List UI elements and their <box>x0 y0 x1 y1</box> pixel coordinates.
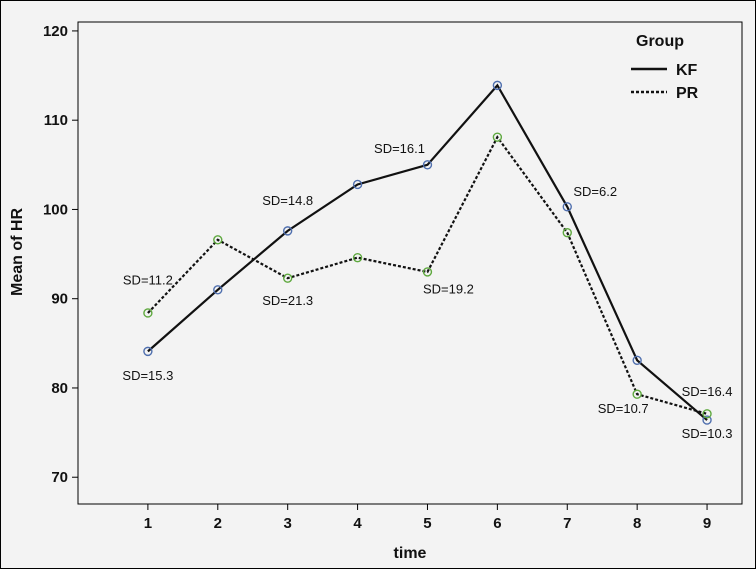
data-point-pr <box>632 389 642 399</box>
y-axis-title: Mean of HR <box>9 208 26 296</box>
sd-annotation: SD=10.3 <box>682 426 733 441</box>
x-tick-label: 9 <box>703 515 711 532</box>
data-point-kf <box>213 285 223 295</box>
data-point-pr <box>352 252 363 263</box>
data-point-kf <box>282 226 293 236</box>
x-tick-label: 8 <box>633 515 641 532</box>
data-point-kf <box>702 415 712 425</box>
x-tick-label: 6 <box>493 515 501 532</box>
y-tick-label: 100 <box>43 201 68 218</box>
legend-label-kf: KF <box>676 62 698 79</box>
y-tick-label: 70 <box>51 469 68 486</box>
data-point-kf <box>632 355 642 365</box>
sd-annotation: SD=21.3 <box>262 293 313 308</box>
legend-title: Group <box>636 33 684 50</box>
data-point-kf <box>422 160 433 170</box>
y-tick-label: 120 <box>43 23 68 40</box>
sd-annotations: SD=11.2 SD=15.3 SD=14.8 SD=21.3 SD=16.1 SD=19… <box>122 141 732 441</box>
y-tick-label: 90 <box>51 291 68 308</box>
data-point-kf <box>492 80 503 91</box>
sd-annotation: SD=15.3 <box>122 368 173 383</box>
y-tick-label: 80 <box>51 380 68 397</box>
data-point-pr <box>492 132 503 142</box>
x-tick-label: 1 <box>144 515 152 532</box>
x-tick-label: 3 <box>284 515 292 532</box>
x-tick-label: 4 <box>353 515 362 532</box>
sd-annotation: SD=19.2 <box>423 281 474 296</box>
series-line-kf <box>147 83 708 421</box>
series-markers <box>143 80 712 425</box>
sd-annotation: SD=16.4 <box>682 384 733 399</box>
sd-annotation: SD=6.2 <box>573 184 617 199</box>
x-tick-label: 7 <box>563 515 571 532</box>
series-lines <box>147 83 708 421</box>
legend-label-pr: PR <box>676 85 699 102</box>
sd-annotation: SD=10.7 <box>598 401 649 416</box>
x-tick-label: 2 <box>214 515 222 532</box>
x-axis-title: time <box>394 545 427 562</box>
legend: Group KF PR <box>631 33 699 102</box>
data-point-pr <box>282 273 293 283</box>
data-point-kf <box>562 202 572 212</box>
axes: 70 80 90 100 110 120 1 2 3 4 5 6 7 8 9 <box>43 23 711 532</box>
data-point-pr <box>143 308 153 318</box>
sd-annotation: SD=11.2 <box>123 272 173 287</box>
data-point-pr <box>213 235 223 245</box>
series-line-pr <box>147 135 708 415</box>
data-point-pr <box>702 409 712 419</box>
plot-area <box>77 21 743 505</box>
y-tick-label: 110 <box>44 112 68 129</box>
data-point-kf <box>352 179 363 190</box>
sd-annotation: SD=16.1 <box>374 141 425 156</box>
data-point-pr <box>562 227 572 238</box>
data-point-pr <box>422 267 433 277</box>
data-point-kf <box>143 346 153 357</box>
x-tick-label: 5 <box>423 515 431 532</box>
sd-annotation: SD=14.8 <box>262 193 313 208</box>
